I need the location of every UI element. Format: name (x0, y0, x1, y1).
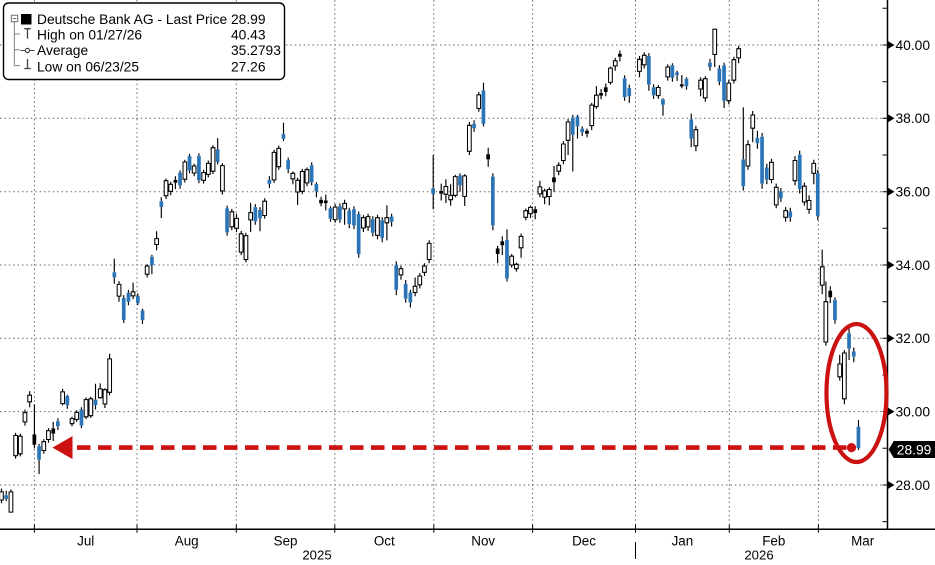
svg-text:Average: Average (37, 43, 88, 58)
svg-text:Deutsche Bank AG - Last Price: Deutsche Bank AG - Last Price (37, 12, 228, 27)
svg-text:34.00: 34.00 (896, 258, 931, 273)
svg-text:28.00: 28.00 (896, 478, 931, 493)
svg-text:Sep: Sep (274, 534, 298, 549)
svg-text:2026: 2026 (744, 548, 773, 561)
svg-text:Dec: Dec (572, 534, 596, 549)
svg-text:27.26: 27.26 (231, 60, 266, 75)
svg-text:28.99: 28.99 (897, 443, 932, 458)
svg-text:2025: 2025 (302, 548, 331, 561)
svg-text:40.43: 40.43 (231, 28, 266, 43)
svg-text:Low on 06/23/25: Low on 06/23/25 (37, 60, 139, 75)
svg-text:Oct: Oct (374, 534, 395, 549)
svg-text:38.00: 38.00 (896, 111, 931, 126)
svg-text:Aug: Aug (175, 534, 199, 549)
svg-text:Mar: Mar (851, 534, 875, 549)
svg-text:36.00: 36.00 (896, 185, 931, 200)
svg-text:High on 01/27/26: High on 01/27/26 (37, 28, 142, 43)
svg-text:32.00: 32.00 (896, 331, 931, 346)
svg-text:28.99: 28.99 (231, 12, 266, 27)
svg-text:Nov: Nov (471, 534, 495, 549)
svg-text:Jul: Jul (77, 534, 94, 549)
svg-text:35.2793: 35.2793 (231, 43, 281, 58)
svg-text:Jan: Jan (672, 534, 694, 549)
svg-text:Feb: Feb (762, 534, 785, 549)
svg-text:30.00: 30.00 (896, 405, 931, 420)
svg-text:40.00: 40.00 (896, 38, 931, 53)
